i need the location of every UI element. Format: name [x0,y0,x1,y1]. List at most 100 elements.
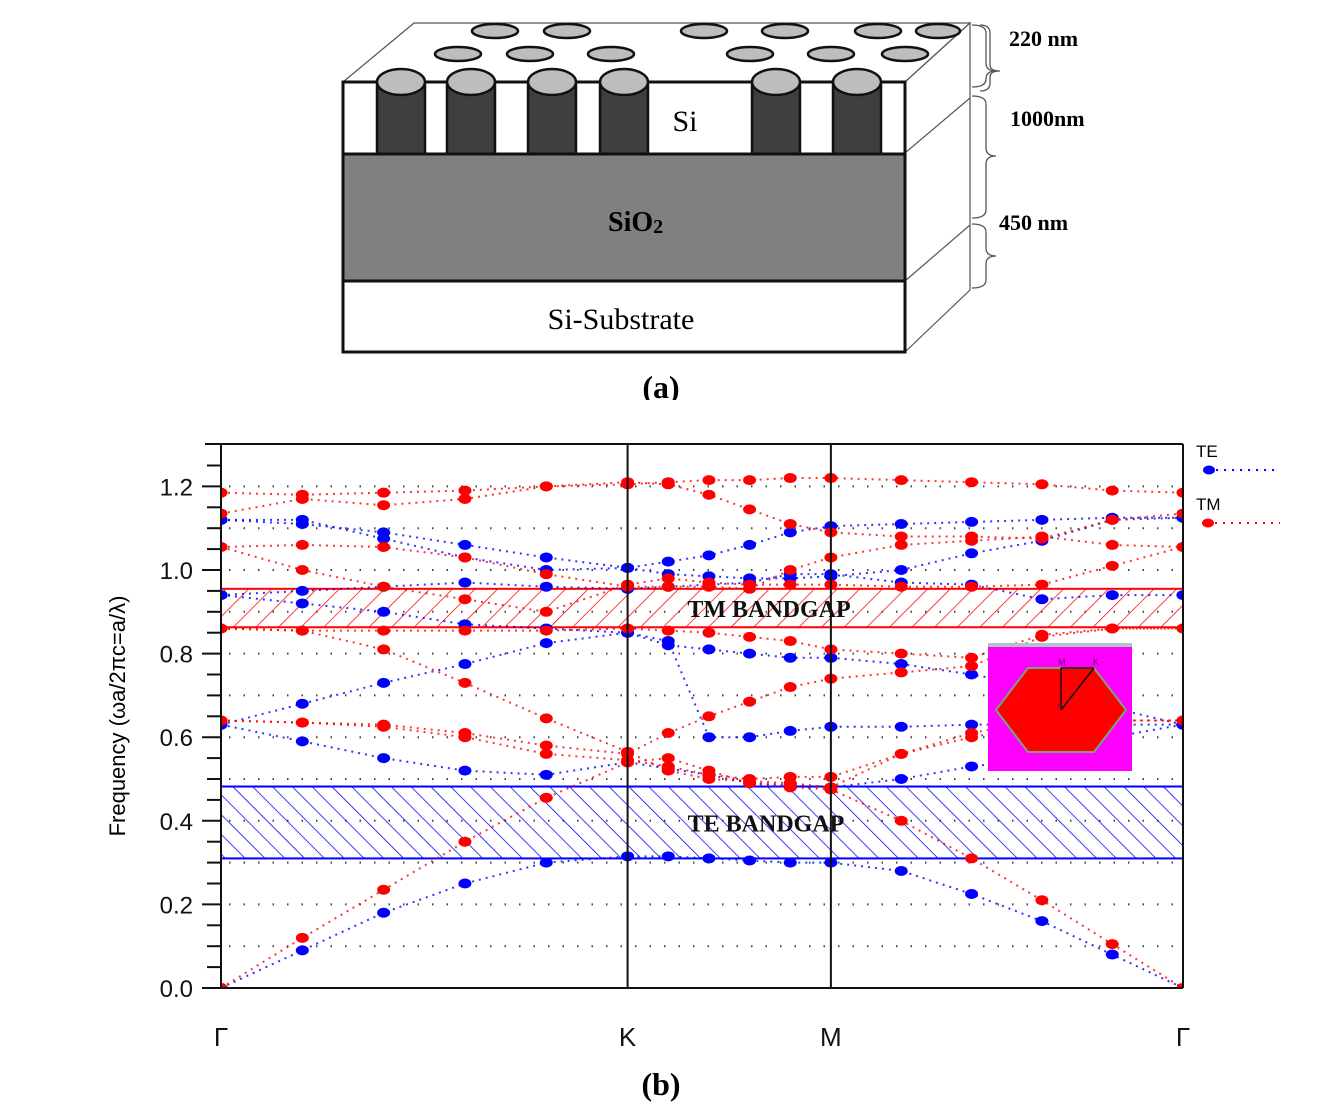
data-point-tm [743,696,757,707]
inset-top-edge [988,643,1132,647]
data-point-tm [894,667,908,678]
data-point-tm [894,581,908,592]
data-point-te [458,659,472,670]
y-tick-label: 0.0 [160,976,193,1003]
band-line-te [221,516,1183,580]
side-edge [904,224,971,282]
bandgap-region [220,785,1184,860]
data-point-tm [377,581,391,592]
data-point-tm [377,542,391,553]
data-point-tm [1176,508,1183,519]
data-point-te [965,548,979,559]
data-point-tm [661,753,675,764]
data-point-te [1035,514,1049,525]
data-point-tm [1105,560,1119,571]
data-point-tm [221,623,228,634]
data-point-te [1035,594,1049,605]
data-point-tm [1105,623,1119,634]
data-point-te [965,719,979,730]
data-point-tm [1035,579,1049,590]
data-point-tm [661,625,675,636]
data-point-tm [377,644,391,655]
data-point-tm [702,774,716,784]
data-point-tm [295,565,309,575]
data-point-te [965,669,979,680]
dimension-220nm: 220 nm [1009,26,1078,51]
data-point-te [702,644,716,655]
data-point-tm [661,573,675,584]
data-point-tm [661,765,675,776]
data-point-te [295,514,309,525]
x-tick-label: M [820,1022,842,1052]
axes [202,443,1184,989]
data-point-tm [702,475,716,486]
data-point-te [894,659,908,670]
y-tick-label: 0.4 [160,809,193,836]
data-point-tm [1105,539,1119,550]
data-point-tm [743,776,757,787]
y-tick-label: 0.8 [160,642,193,669]
data-point-tm [894,475,908,486]
data-point-tm [661,581,675,592]
sio2-layer [341,152,907,283]
data-point-tm [458,836,472,847]
band-line-te [221,594,1183,739]
data-point-te [539,857,553,868]
data-point-tm [743,504,757,515]
data-point-te [295,945,309,956]
data-point-tm [377,625,391,636]
data-point-tm [458,493,472,504]
data-point-tm [458,625,472,636]
data-point-te [894,565,908,575]
data-point-tm [783,682,797,693]
band-line-te [221,573,1183,601]
inset-label-k: K [1093,657,1099,667]
data-point-tm [458,594,472,605]
data-point-tm [894,648,908,659]
data-point-tm [1105,939,1119,950]
substrate-layer [341,279,907,354]
data-point-tm [965,581,979,592]
data-point-tm [1105,514,1119,525]
structure-diagram: Si SiO2 Si-Substrate 220 nm 1000nm 450 n… [341,21,1085,400]
inset-label-m: M [1058,657,1066,667]
data-point-tm [965,652,979,663]
data-point-te [377,753,391,764]
data-point-te [1105,590,1119,601]
data-point-tm [221,487,228,498]
data-point-te [894,519,908,530]
data-point-tm [965,853,979,864]
data-point-te [894,774,908,784]
data-point-te [965,516,979,527]
data-point-te [1035,916,1049,927]
data-point-tm [1035,479,1049,490]
data-point-te [894,721,908,732]
tick-labels: 0.0 0.2 0.4 0.6 0.8 1.0 1.2 Γ K M Γ [160,474,1191,1052]
data-point-te [1176,590,1183,601]
data-point-te [743,855,757,866]
bandgap-labels: TM BANDGAP TE BANDGAP [687,597,850,837]
data-point-te [661,851,675,862]
data-point-tm [1176,715,1183,726]
band-line-tm [221,627,1183,659]
data-point-te [221,590,228,601]
y-tick-label: 1.0 [160,558,193,585]
data-point-te [539,552,553,563]
data-point-tm [221,508,228,519]
data-point-tm [894,539,908,550]
data-point-tm [458,732,472,743]
data-point-te [539,638,553,649]
dimension-450nm: 450 nm [999,210,1068,235]
y-tick-label: 0.6 [160,725,193,752]
data-point-te [661,556,675,567]
x-tick-label: K [619,1022,637,1052]
data-point-tm [702,581,716,592]
data-point-tm [743,583,757,594]
bandgap-label: TM BANDGAP [687,597,850,623]
data-point-te [458,539,472,550]
data-point-tm [1035,629,1049,640]
legend-te-marker [1203,465,1215,475]
dimension-1000nm: 1000nm [1010,106,1085,131]
data-point-tm [1176,542,1183,553]
data-point-te [539,769,553,780]
